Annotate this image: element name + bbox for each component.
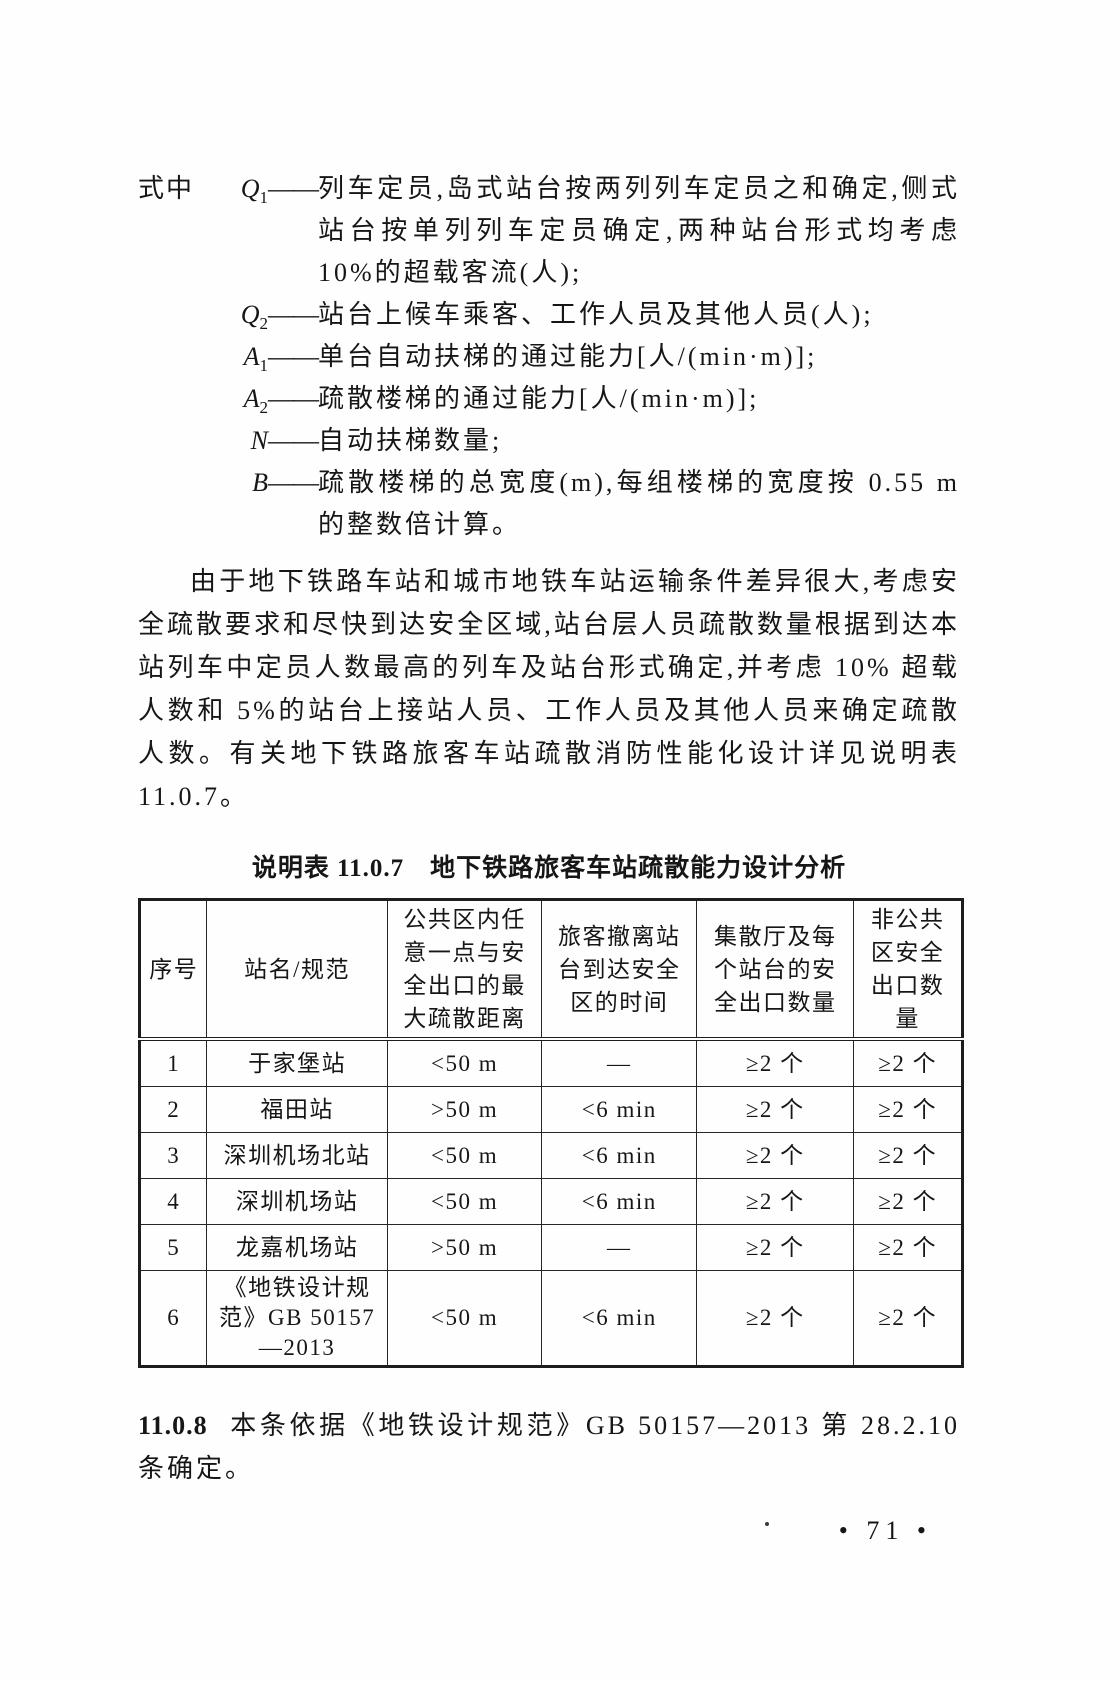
table-cell: ≥2 个	[696, 1132, 855, 1179]
def-term: A2——	[138, 378, 319, 420]
def-description: 站台上候车乘客、工作人员及其他人员(人);	[318, 300, 874, 329]
variable-subscript: 2	[259, 314, 269, 334]
table-cell: 1	[138, 1038, 208, 1087]
table-cell: <6 min	[541, 1178, 698, 1225]
table-cell: ≥2 个	[853, 1224, 963, 1271]
header-cell-max-distance: 公共区内任意一点与安全出口的最大疏散距离	[386, 899, 543, 1041]
def-dash: ——	[268, 300, 319, 329]
evacuation-capacity-table: 序号 站名/规范 公共区内任意一点与安全出口的最大疏散距离 旅客撤离站台到达安全…	[138, 898, 964, 1368]
variable-symbol: B	[252, 468, 268, 497]
table-cell: 《地铁设计规范》GB 50157—2013	[206, 1270, 388, 1367]
table-cell: 2	[138, 1086, 208, 1133]
page-number: • 71 •	[838, 1516, 932, 1545]
table-cell: >50 m	[386, 1086, 543, 1133]
header-cell-nonpublic-exits: 非公共区安全出口数量	[853, 899, 963, 1041]
def-row-n: N—— 自动扶梯数量;	[138, 420, 960, 462]
def-description: 疏散楼梯的通过能力[人/(min·m)];	[318, 384, 760, 413]
table-cell: 6	[138, 1270, 208, 1367]
formula-definitions: 式中 Q1—— 列车定员,岛式站台按两列列车定员之和确定,侧式站台按单列列车定员…	[138, 168, 960, 546]
def-dash: ——	[268, 384, 319, 413]
def-dash: ——	[268, 426, 319, 455]
commentary-paragraph: 由于地下铁路车站和城市地铁车站运输条件差异很大,考虑安全疏散要求和尽快到达安全区…	[138, 567, 960, 811]
table-cell: <6 min	[541, 1086, 698, 1133]
def-description: 列车定员,岛式站台按两列列车定员之和确定,侧式站台按单列列车定员确定,两种站台形…	[318, 174, 960, 287]
table-row: 3 深圳机场北站 <50 m <6 min ≥2 个 ≥2 个	[138, 1132, 963, 1179]
def-term: A1——	[138, 336, 319, 378]
table-cell: <50 m	[386, 1270, 543, 1367]
table-cell: 4	[138, 1178, 208, 1225]
table-cell: ≥2 个	[696, 1038, 855, 1087]
variable-symbol: N	[250, 426, 268, 455]
header-cell-station: 站名/规范	[206, 899, 388, 1041]
def-row-q1: 式中 Q1—— 列车定员,岛式站台按两列列车定员之和确定,侧式站台按单列列车定员…	[138, 168, 960, 294]
variable-subscript: 1	[259, 188, 269, 208]
table-cell: ≥2 个	[696, 1178, 855, 1225]
variable-symbol: A	[243, 342, 260, 371]
table-cell: 深圳机场站	[206, 1178, 388, 1225]
table-cell: ≥2 个	[853, 1178, 963, 1225]
def-term: Q2——	[138, 294, 319, 336]
def-term: N——	[138, 420, 319, 462]
table-cell: —	[541, 1038, 698, 1087]
def-row-a2: A2—— 疏散楼梯的通过能力[人/(min·m)];	[138, 378, 960, 420]
table-cell: —	[541, 1224, 698, 1271]
closing-clause: 11.0.8 本条依据《地铁设计规范》GB 50157—2013 第 28.2.1…	[138, 1404, 960, 1490]
formula-lead-label: 式中	[138, 174, 195, 203]
def-row-b: B—— 疏散楼梯的总宽度(m),每组楼梯的宽度按 0.55 m 的整数倍计算。	[138, 462, 960, 546]
table-cell: 福田站	[206, 1086, 388, 1133]
header-cell-evac-time: 旅客撤离站台到达安全区的时间	[541, 899, 698, 1041]
table-cell: ≥2 个	[696, 1086, 855, 1133]
content-column: 式中 Q1—— 列车定员,岛式站台按两列列车定员之和确定,侧式站台按单列列车定员…	[138, 168, 964, 1546]
def-row-a1: A1—— 单台自动扶梯的通过能力[人/(min·m)];	[138, 336, 960, 378]
table-cell: ≥2 个	[853, 1086, 963, 1133]
table-header-row: 序号 站名/规范 公共区内任意一点与安全出口的最大疏散距离 旅客撤离站台到达安全…	[138, 899, 963, 1041]
header-cell-public-exits: 集散厅及每个站台的安全出口数量	[696, 899, 855, 1041]
table-cell: ≥2 个	[853, 1132, 963, 1179]
def-dash: ——	[268, 342, 319, 371]
table-cell: <50 m	[386, 1178, 543, 1225]
def-description: 自动扶梯数量;	[318, 426, 503, 455]
table-row: 1 于家堡站 <50 m — ≥2 个 ≥2 个	[138, 1038, 963, 1087]
variable-symbol: A	[243, 384, 260, 413]
table-cell: 于家堡站	[206, 1038, 388, 1087]
def-row-q2: Q2—— 站台上候车乘客、工作人员及其他人员(人);	[138, 294, 960, 336]
def-dash: ——	[268, 174, 319, 203]
table-cell: ≥2 个	[696, 1224, 855, 1271]
variable-subscript: 2	[259, 398, 269, 418]
table-cell: <50 m	[386, 1038, 543, 1087]
def-description: 单台自动扶梯的通过能力[人/(min·m)];	[318, 342, 818, 371]
table-cell: >50 m	[386, 1224, 543, 1271]
table-row: 5 龙嘉机场站 >50 m — ≥2 个 ≥2 个	[138, 1224, 963, 1271]
variable-subscript: 1	[259, 356, 269, 376]
table-caption: 说明表 11.0.7 地下铁路旅客车站疏散能力设计分析	[251, 855, 847, 882]
def-term: Q1——	[138, 168, 319, 294]
clause-number: 11.0.8	[138, 1411, 208, 1440]
def-description: 疏散楼梯的总宽度(m),每组楼梯的宽度按 0.55 m 的整数倍计算。	[318, 468, 960, 539]
header-cell-index: 序号	[138, 899, 208, 1041]
table-cell: <6 min	[541, 1132, 698, 1179]
variable-symbol: Q	[240, 174, 260, 203]
variable-symbol: Q	[240, 300, 260, 329]
table-cell: ≥2 个	[696, 1270, 855, 1367]
clause-text: 本条依据《地铁设计规范》GB 50157—2013 第 28.2.10 条确定。	[138, 1411, 960, 1483]
table-cell: 5	[138, 1224, 208, 1271]
table-cell: 龙嘉机场站	[206, 1224, 388, 1271]
def-term: B——	[138, 462, 319, 546]
table-row: 2 福田站 >50 m <6 min ≥2 个 ≥2 个	[138, 1086, 963, 1133]
table-row: 4 深圳机场站 <50 m <6 min ≥2 个 ≥2 个	[138, 1178, 963, 1225]
table-row: 6 《地铁设计规范》GB 50157—2013 <50 m <6 min ≥2 …	[138, 1270, 963, 1367]
table-cell: <6 min	[541, 1270, 698, 1367]
table-cell: <50 m	[386, 1132, 543, 1179]
table-cell: 深圳机场北站	[206, 1132, 388, 1179]
table-cell: 3	[138, 1132, 208, 1179]
def-dash: ——	[268, 468, 319, 497]
table-cell: ≥2 个	[853, 1270, 963, 1367]
table-cell: ≥2 个	[853, 1038, 963, 1087]
scan-artifact-dot	[765, 1522, 769, 1526]
